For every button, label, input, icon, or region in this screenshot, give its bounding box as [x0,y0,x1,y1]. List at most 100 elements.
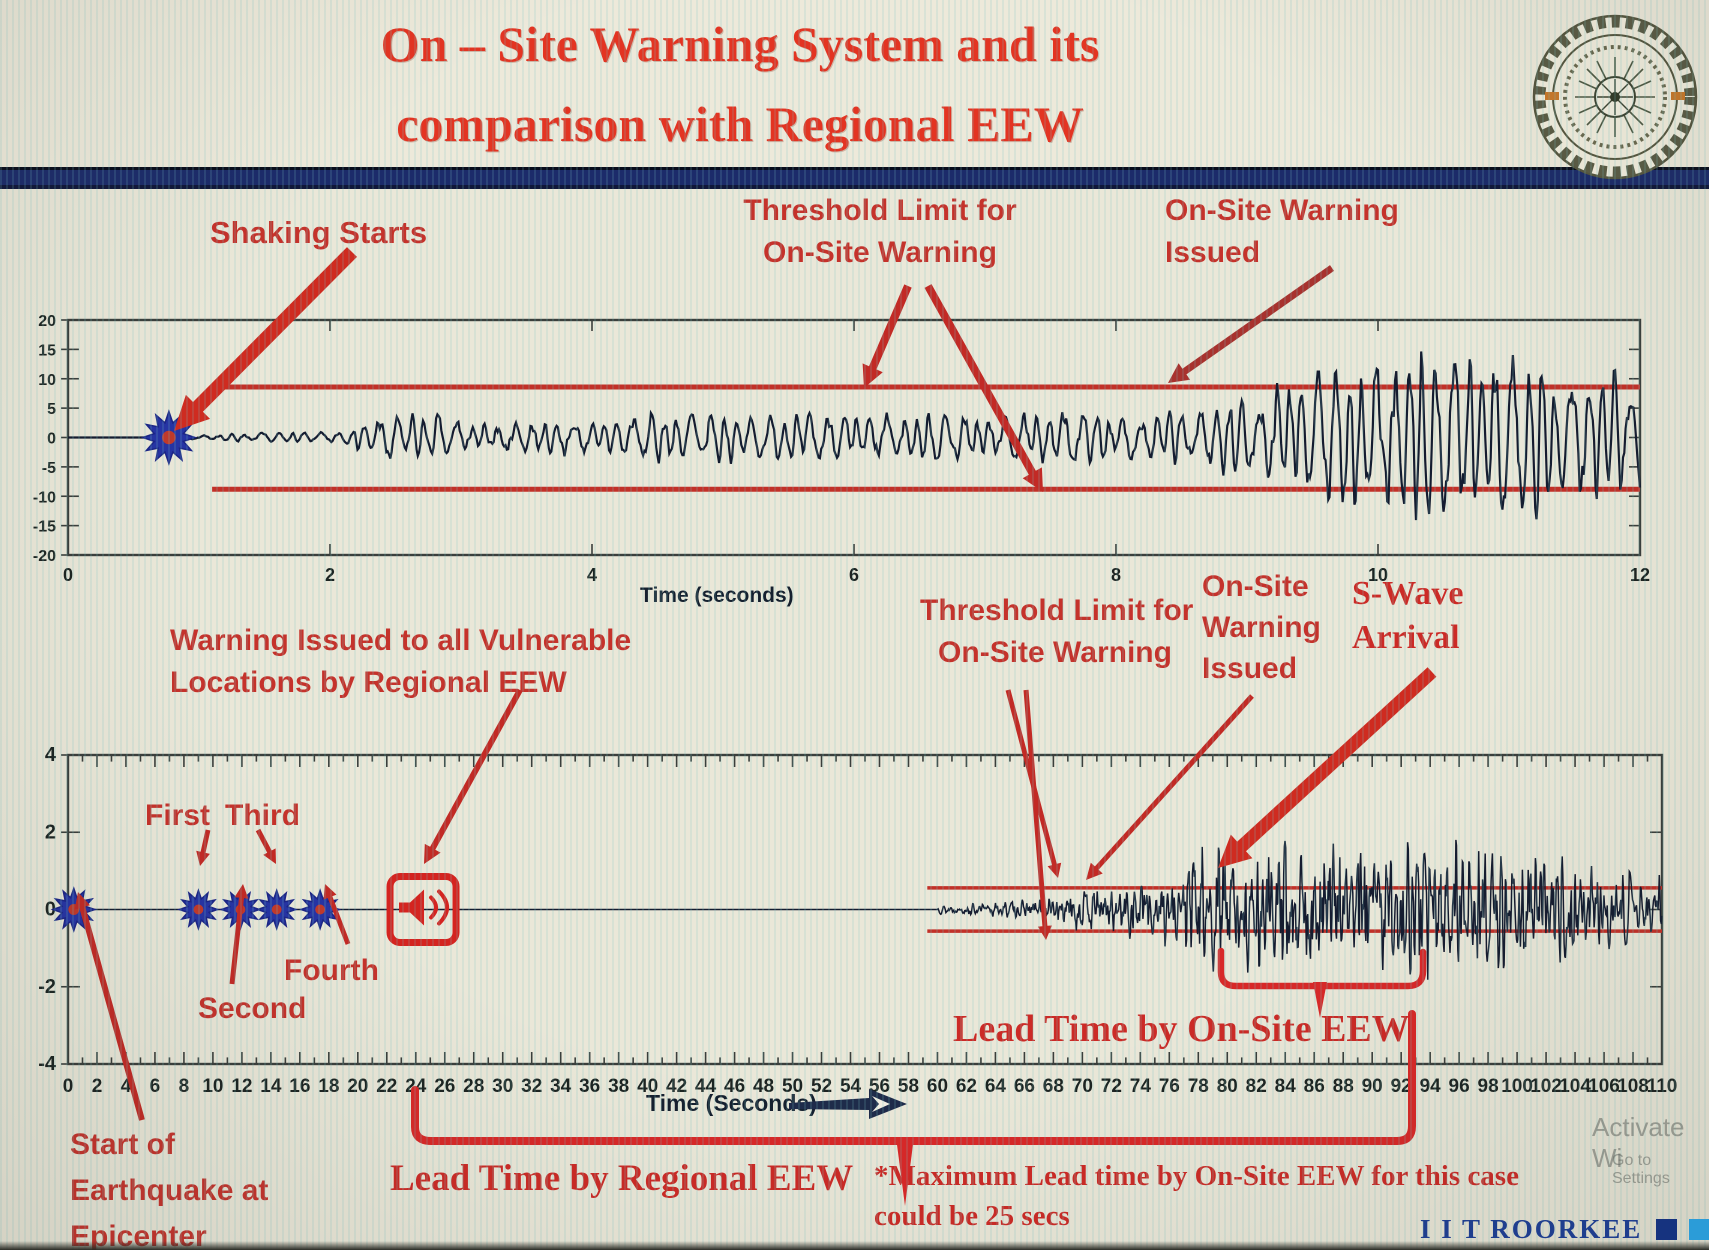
brace-lead-regional [411,1010,1416,1145]
slide-title-line1: On – Site Warning System and its [380,16,1100,72]
svg-text:86: 86 [1304,1076,1325,1097]
svg-text:0: 0 [45,899,56,921]
svg-text:15: 15 [38,342,56,359]
svg-text:-15: -15 [33,519,56,536]
slide-header: On – Site Warning System and its compari… [0,0,1709,180]
svg-text:2: 2 [45,821,56,843]
slide-title: On – Site Warning System and its compari… [40,4,1440,164]
svg-text:100: 100 [1501,1076,1533,1097]
svg-text:50: 50 [782,1076,803,1097]
svg-text:-4: -4 [38,1053,57,1075]
on-site-accelerogram-plot: 0 2 4 6 8 10 12 -20 -15 -10 -5 0 5 10 15 20 [33,313,1650,585]
p-wave-marker-5 [298,888,342,931]
footer-square-navy-icon [1656,1219,1678,1240]
svg-text:12: 12 [231,1076,252,1097]
svg-text:20: 20 [38,313,56,330]
svg-text:12: 12 [1630,565,1650,585]
svg-text:62: 62 [956,1076,977,1097]
svg-text:0: 0 [63,565,73,585]
svg-text:28: 28 [463,1076,484,1097]
label-top-warning-issued: On-Site Warning Issued [1165,194,1399,269]
svg-text:16: 16 [289,1076,310,1097]
svg-text:8: 8 [1111,565,1121,585]
iit-roorkee-logo-icon [1532,14,1698,180]
svg-text:36: 36 [579,1076,600,1097]
svg-text:20: 20 [347,1076,368,1097]
svg-text:40: 40 [637,1076,658,1097]
svg-text:6: 6 [849,565,859,585]
svg-text:2: 2 [325,565,335,585]
brace-lead-onsite-tail [1313,982,1327,1018]
arrow-third [255,828,276,864]
arrow-bot-warning-issued [1086,694,1254,880]
label-third-pwave: Third [225,799,300,832]
on-site-accelerogram-waveform [68,351,1642,521]
svg-text:92: 92 [1391,1076,1412,1097]
svg-text:106: 106 [1588,1076,1620,1097]
svg-text:98: 98 [1478,1076,1499,1097]
svg-text:8: 8 [179,1076,190,1097]
time-axis-arrow-inner [872,1096,890,1112]
svg-text:80: 80 [1217,1076,1238,1097]
svg-text:48: 48 [753,1076,774,1097]
brace-lead-onsite [1217,947,1427,990]
svg-text:66: 66 [1014,1076,1035,1097]
label-second-pwave: Second [198,992,307,1025]
svg-text:4: 4 [587,565,597,585]
svg-text:90: 90 [1362,1076,1383,1097]
svg-text:96: 96 [1449,1076,1470,1097]
arrow-s-wave [1218,667,1437,868]
label-s-wave-arrival: S-Wave Arrival [1352,575,1464,656]
svg-text:10: 10 [38,372,56,389]
svg-text:110: 110 [1647,1076,1678,1097]
svg-text:26: 26 [434,1076,455,1097]
svg-text:72: 72 [1101,1076,1122,1097]
svg-text:32: 32 [521,1076,542,1097]
svg-text:-10: -10 [33,489,56,506]
arrow-bot-threshold-lower [1023,689,1052,940]
svg-text:102: 102 [1530,1076,1562,1097]
svg-text:30: 30 [492,1076,513,1097]
svg-text:74: 74 [1130,1076,1152,1097]
arrow-fourth [323,884,351,945]
label-max-lead-note: *Maximum Lead time by On-Site EEW for th… [874,1160,1519,1232]
slide-title-line2: comparison with Regional EEW [396,96,1084,152]
svg-text:104: 104 [1559,1076,1591,1097]
label-fourth-pwave: Fourth [284,954,379,987]
regional-vs-onsite-comparison-waveform [68,839,1663,980]
label-shaking-starts: Shaking Starts [210,215,428,250]
svg-text:46: 46 [724,1076,745,1097]
svg-text:84: 84 [1275,1076,1297,1097]
svg-text:42: 42 [666,1076,687,1097]
regional-vs-onsite-comparison-plot: 0 2 4 6 8 10 12 14 16 18 20 22 24 26 28 30 32 34 36 38 40 42 4… [38,744,1677,1097]
arrow-epicenter [74,892,145,1121]
svg-text:76: 76 [1159,1076,1180,1097]
p-wave-marker-2 [177,888,220,931]
svg-text:-2: -2 [38,976,56,998]
label-lead-time-onsite: Lead Time by On-Site EEW [953,1008,1410,1050]
svg-text:-5: -5 [42,460,56,477]
svg-text:82: 82 [1246,1076,1267,1097]
screen-bottom-edge [0,1241,1709,1250]
svg-text:34: 34 [550,1076,572,1097]
label-regional-warning: Warning Issued to all Vulnerable Locatio… [170,624,632,699]
svg-text:54: 54 [840,1076,862,1097]
bot-x-axis-title: Time (Seconds) [646,1090,817,1116]
svg-text:14: 14 [260,1076,282,1097]
time-axis-arrow-icon [789,1089,907,1119]
brace-lead-regional-tail [896,1137,914,1206]
svg-text:94: 94 [1420,1076,1442,1097]
label-bot-warning-issued: On-Site Warning Issued [1202,570,1321,685]
svg-text:18: 18 [318,1076,339,1097]
svg-text:-20: -20 [33,548,56,565]
arrow-top-threshold-upper [862,284,912,388]
svg-text:38: 38 [608,1076,629,1097]
activate-watermark: Activate Wi [1592,1112,1685,1173]
arrow-top-threshold-lower [924,284,1043,492]
arrow-regional-warning [424,688,523,864]
svg-text:4: 4 [45,744,57,766]
svg-text:108: 108 [1617,1076,1649,1097]
label-lead-time-regional: Lead Time by Regional EEW [390,1158,854,1199]
svg-text:0: 0 [47,431,56,448]
